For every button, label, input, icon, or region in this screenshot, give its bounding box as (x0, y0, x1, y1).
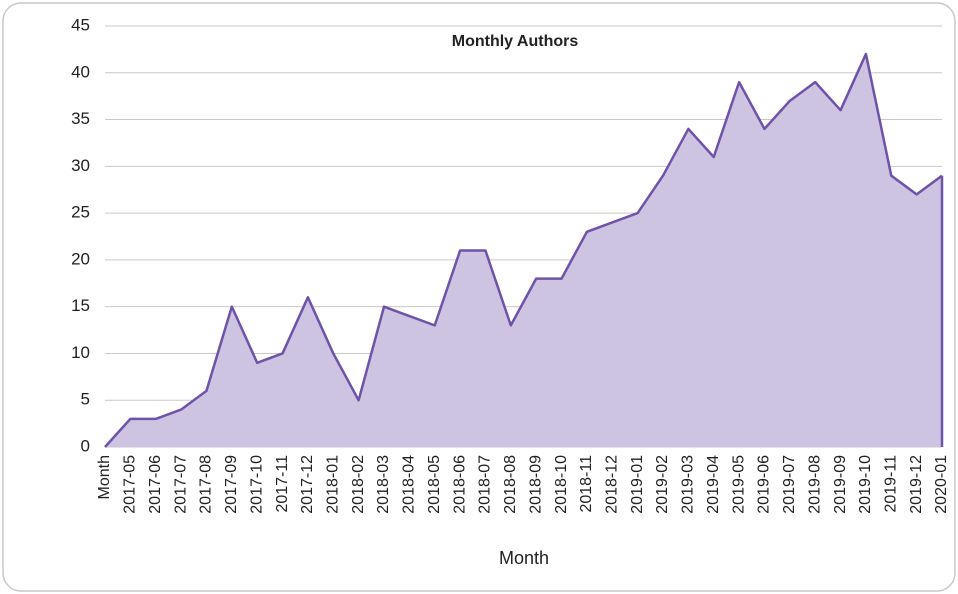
x-tick-label: 2019-01 (629, 455, 646, 514)
x-tick-label: 2019-09 (832, 455, 849, 514)
x-tick-label: 2018-02 (350, 455, 367, 514)
x-tick-label: 2017-05 (122, 455, 139, 514)
x-tick-label: 2019-06 (756, 455, 773, 514)
x-tick-label: 2018-12 (603, 455, 620, 514)
y-tick-label: 0 (81, 436, 90, 455)
x-tick-label: 2017-11 (274, 455, 291, 513)
x-tick-label: 2018-09 (527, 455, 544, 514)
y-tick-label: 15 (71, 296, 90, 315)
x-tick-label: 2017-12 (299, 455, 316, 514)
x-tick-label: 2019-04 (705, 455, 722, 514)
area-fill (105, 54, 942, 448)
x-tick-label: 2019-12 (908, 455, 925, 514)
x-tick-label: 2019-08 (806, 455, 823, 514)
y-tick-label: 30 (71, 156, 90, 175)
x-tick-label: 2018-01 (324, 455, 341, 514)
area-line (104, 52, 943, 448)
y-tick-label: 25 (71, 203, 90, 222)
x-tick-label: 2018-11 (578, 455, 595, 513)
x-tick-label: 2018-06 (451, 455, 468, 514)
x-tick-label: 2017-07 (172, 455, 189, 514)
y-tick-label: 40 (71, 62, 90, 81)
x-tick-label: 2020-01 (933, 455, 950, 514)
x-tick-label: 2019-05 (730, 455, 747, 514)
plot (104, 52, 944, 448)
y-tick-label: 35 (71, 109, 90, 128)
x-tick-label: 2017-10 (248, 455, 265, 514)
x-axis-label: Month (499, 548, 549, 568)
y-tick-label: 10 (71, 343, 90, 362)
x-tick-label: 2018-05 (426, 455, 443, 514)
x-tick-label: 2018-03 (375, 455, 392, 514)
x-tick-label: 2017-06 (147, 455, 164, 514)
x-tick-label: 2018-10 (553, 455, 570, 514)
x-tick-label: 2018-04 (401, 455, 418, 514)
x-tick-label: 2017-08 (198, 455, 215, 514)
x-tick-label: 2018-08 (502, 455, 519, 514)
x-tick-label: 2017-09 (223, 455, 240, 514)
x-tick-label: Month (96, 455, 113, 499)
x-tick-label: 2019-03 (680, 455, 697, 514)
x-tick-label: 2019-02 (654, 455, 671, 514)
y-tick-label: 45 (71, 15, 90, 34)
chart-title: Monthly Authors (452, 33, 579, 50)
x-tick-label: 2019-07 (781, 455, 798, 514)
x-tick-label: 2019-11 (882, 455, 899, 513)
x-tick-label: 2018-07 (477, 455, 494, 514)
x-tick-label: 2019-10 (857, 455, 874, 514)
y-tick-label: 5 (81, 390, 90, 409)
y-tick-label: 20 (71, 249, 90, 268)
